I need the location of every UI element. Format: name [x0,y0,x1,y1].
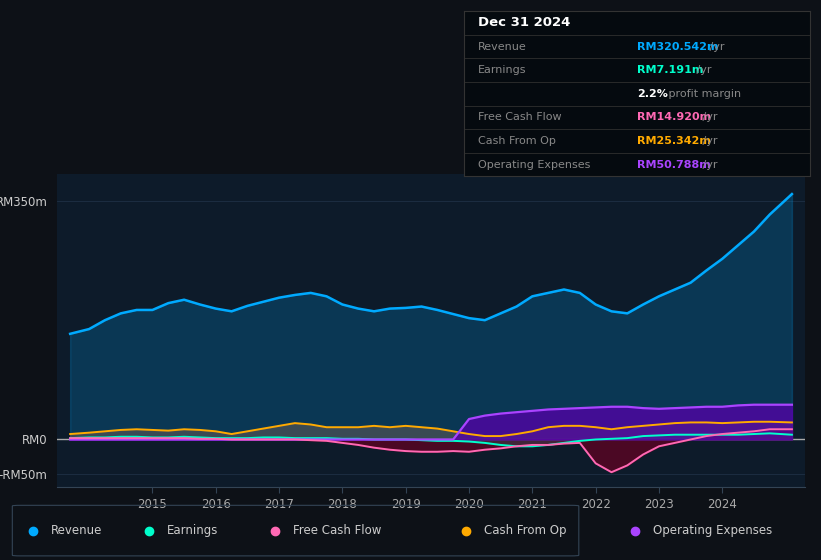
Text: Cash From Op: Cash From Op [478,136,556,146]
Text: /yr: /yr [699,136,718,146]
Text: RM7.191m: RM7.191m [637,65,704,75]
Text: /yr: /yr [699,160,718,170]
Text: /yr: /yr [693,65,711,75]
Text: Earnings: Earnings [478,65,526,75]
Text: Revenue: Revenue [478,41,526,52]
Text: Free Cash Flow: Free Cash Flow [478,113,562,123]
Text: /yr: /yr [706,41,725,52]
Text: Operating Expenses: Operating Expenses [653,524,772,537]
Text: Revenue: Revenue [51,524,103,537]
Text: Earnings: Earnings [167,524,218,537]
Text: 2.2%: 2.2% [637,89,668,99]
Text: RM14.920m: RM14.920m [637,113,711,123]
Text: Operating Expenses: Operating Expenses [478,160,590,170]
Text: RM25.342m: RM25.342m [637,136,711,146]
Text: profit margin: profit margin [665,89,741,99]
Text: /yr: /yr [699,113,718,123]
Text: RM50.788m: RM50.788m [637,160,711,170]
Text: Dec 31 2024: Dec 31 2024 [478,16,570,30]
Text: Free Cash Flow: Free Cash Flow [293,524,382,537]
Text: Cash From Op: Cash From Op [484,524,566,537]
Text: RM320.542m: RM320.542m [637,41,718,52]
